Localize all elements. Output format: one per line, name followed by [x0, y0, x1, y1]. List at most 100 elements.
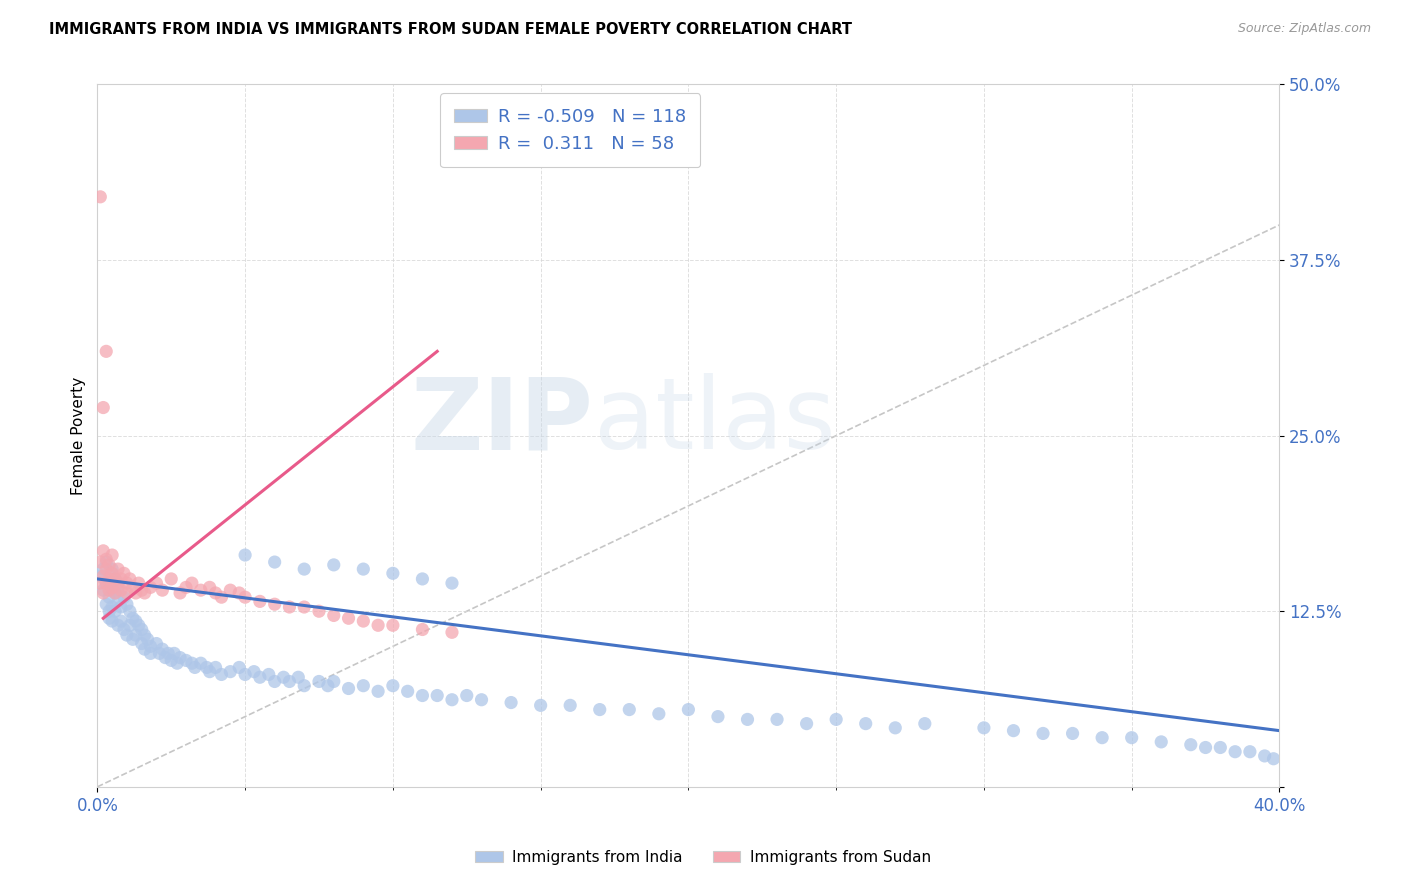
Point [973, 721, 995, 735]
Point [322, 558, 344, 572]
Point [228, 586, 250, 600]
Point [101, 600, 124, 615]
Point [101, 566, 124, 581]
Point [589, 702, 612, 716]
Point [121, 611, 143, 625]
Point [101, 562, 124, 576]
Point [228, 660, 250, 674]
Point [381, 618, 404, 632]
Point [98, 590, 121, 604]
Point [1239, 745, 1261, 759]
Point [219, 583, 242, 598]
Point [110, 600, 132, 615]
Point [118, 604, 141, 618]
Point [110, 583, 132, 598]
Point [766, 713, 789, 727]
Point [292, 679, 315, 693]
Point [352, 679, 374, 693]
Point [169, 586, 191, 600]
Point [1032, 726, 1054, 740]
Point [1223, 745, 1246, 759]
Point [1091, 731, 1114, 745]
Point [195, 660, 218, 674]
Point [337, 611, 360, 625]
Point [112, 623, 135, 637]
Point [125, 628, 148, 642]
Point [411, 623, 433, 637]
Point [115, 597, 138, 611]
Point [104, 586, 127, 600]
Point [190, 583, 212, 598]
Point [121, 632, 143, 647]
Point [121, 580, 143, 594]
Point [1253, 748, 1275, 763]
Point [249, 594, 271, 608]
Point [426, 689, 449, 703]
Point [139, 580, 162, 594]
Point [101, 583, 124, 598]
Point [107, 594, 129, 608]
Point [104, 572, 127, 586]
Point [1209, 740, 1232, 755]
Point [98, 583, 121, 598]
Point [91, 544, 114, 558]
Point [98, 576, 121, 591]
Point [101, 548, 124, 562]
Point [219, 665, 242, 679]
Point [128, 576, 150, 591]
Point [914, 716, 936, 731]
Point [91, 583, 114, 598]
Point [89, 569, 111, 583]
Point [112, 566, 135, 581]
Point [118, 618, 141, 632]
Point [263, 674, 285, 689]
Point [411, 689, 433, 703]
Point [115, 586, 138, 600]
Point [96, 576, 118, 591]
Point [150, 583, 173, 598]
Point [1194, 740, 1216, 755]
Point [104, 604, 127, 618]
Point [204, 660, 226, 674]
Point [243, 665, 266, 679]
Point [440, 625, 463, 640]
Point [104, 586, 127, 600]
Point [1150, 735, 1173, 749]
Legend: Immigrants from India, Immigrants from Sudan: Immigrants from India, Immigrants from S… [470, 844, 936, 871]
Point [91, 401, 114, 415]
Point [98, 604, 121, 618]
Text: IMMIGRANTS FROM INDIA VS IMMIGRANTS FROM SUDAN FEMALE POVERTY CORRELATION CHART: IMMIGRANTS FROM INDIA VS IMMIGRANTS FROM… [49, 22, 852, 37]
Point [1263, 752, 1285, 766]
Point [166, 657, 188, 671]
Point [107, 580, 129, 594]
Point [107, 576, 129, 591]
Point [110, 572, 132, 586]
Point [91, 562, 114, 576]
Point [110, 614, 132, 628]
Point [501, 696, 523, 710]
Point [112, 590, 135, 604]
Point [440, 692, 463, 706]
Point [96, 576, 118, 591]
Point [825, 713, 848, 727]
Point [104, 572, 127, 586]
Point [337, 681, 360, 696]
Point [1002, 723, 1025, 738]
Point [139, 640, 162, 654]
Point [322, 608, 344, 623]
Point [98, 558, 121, 572]
Point [96, 344, 118, 359]
Point [278, 674, 301, 689]
Point [796, 716, 818, 731]
Point [174, 580, 197, 594]
Point [134, 642, 156, 657]
Point [367, 684, 389, 698]
Point [316, 679, 339, 693]
Legend: R = -0.509   N = 118, R =  0.311   N = 58: R = -0.509 N = 118, R = 0.311 N = 58 [440, 94, 700, 168]
Point [440, 576, 463, 591]
Point [381, 679, 404, 693]
Point [204, 586, 226, 600]
Point [737, 713, 759, 727]
Point [96, 562, 118, 576]
Point [470, 692, 492, 706]
